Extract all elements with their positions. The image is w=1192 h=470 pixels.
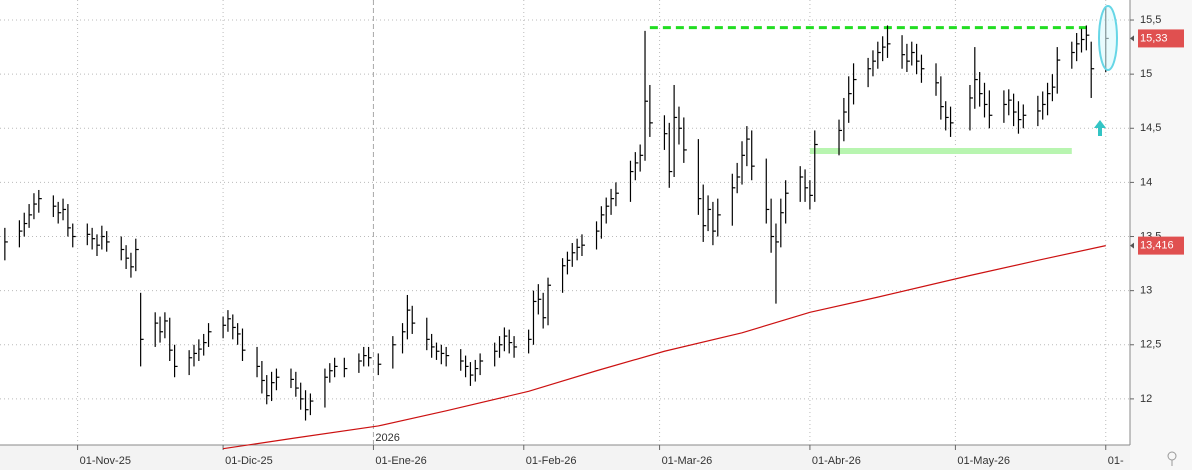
pin-icon (1167, 451, 1177, 466)
price-label: 15,33 (1140, 32, 1168, 44)
y-tick-label: 15 (1140, 68, 1152, 80)
y-tick-label: 14,5 (1140, 122, 1161, 134)
price-box (1138, 236, 1184, 255)
highlight-ellipse (1098, 5, 1118, 71)
x-tick-label: 01-Feb-26 (526, 455, 577, 467)
x-axis-band (0, 445, 1192, 470)
x-tick-label: 01-Mar-26 (662, 455, 713, 467)
x-tick-label: 01-Dic-25 (225, 455, 273, 467)
x-tick-label: 01-Nov-25 (80, 455, 131, 467)
y-tick-label: 13 (1140, 285, 1152, 297)
x-tick-label: 01- (1108, 455, 1124, 467)
y-tick-label: 12 (1140, 393, 1152, 405)
up-arrow (1094, 120, 1106, 136)
price-label: 13,416 (1140, 240, 1174, 252)
y-tick-label: 14 (1140, 176, 1152, 188)
x-tick-label: 01-May-26 (957, 455, 1010, 467)
price-pointer (1130, 242, 1134, 249)
price-pointer (1130, 35, 1134, 42)
x-tick-label: 01-Abr-26 (812, 455, 861, 467)
y-tick-label: 12,5 (1140, 339, 1161, 351)
price-box (1138, 29, 1184, 48)
year-label: 2026 (375, 432, 399, 444)
y-axis-band (1130, 0, 1192, 470)
moving-average (223, 245, 1106, 450)
x-tick-label: 01-Ene-26 (375, 455, 426, 467)
y-tick-label: 15,5 (1140, 14, 1161, 26)
